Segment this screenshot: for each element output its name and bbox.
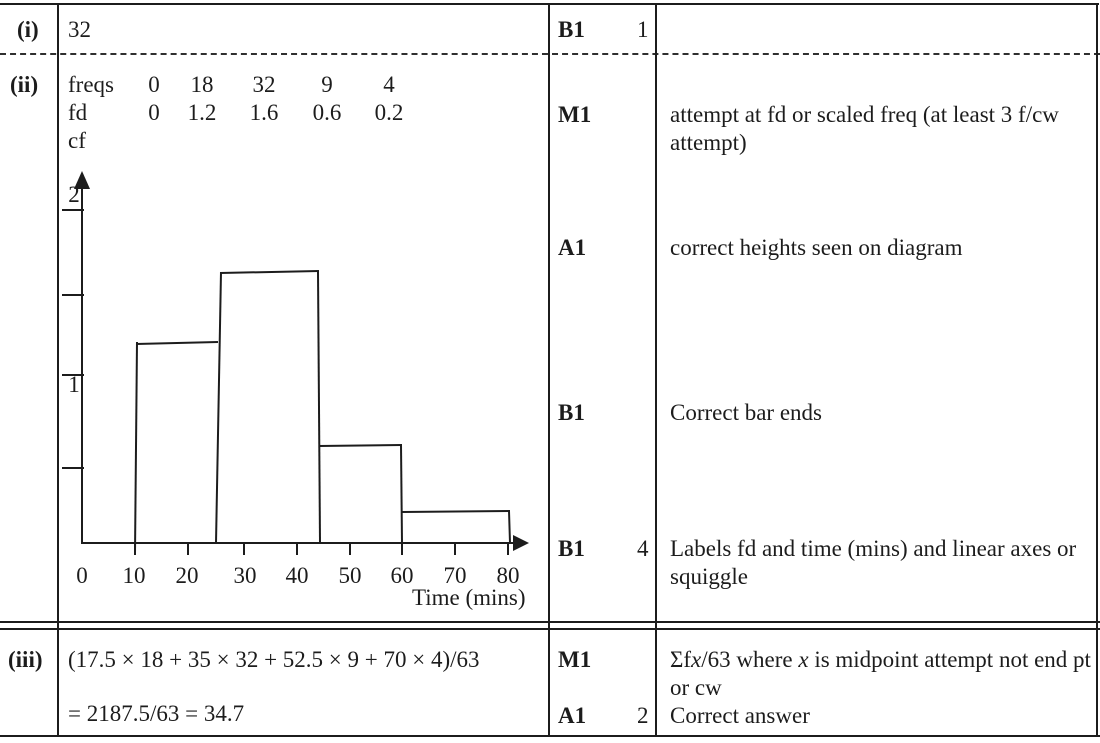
freq-value: 9 xyxy=(321,72,333,97)
column-divider-marks xyxy=(548,3,550,737)
mark-code-ii-m1: M1 xyxy=(558,102,592,127)
fd-row-label: fd xyxy=(68,100,88,125)
y-axis-arrow-icon xyxy=(74,171,90,189)
freq-value: 18 xyxy=(190,72,214,97)
fd-value: 0 xyxy=(148,100,160,125)
mark-comment-ii-b1a: Correct bar ends xyxy=(670,400,822,425)
part-label-i: (i) xyxy=(17,17,39,42)
mark-code-i: B1 xyxy=(558,17,585,42)
answer-iii-line2: = 2187.5/63 = 34.7 xyxy=(68,701,245,726)
mark-code-ii-b1a: B1 xyxy=(558,400,585,425)
sigma-fx-text: Σf xyxy=(670,647,692,672)
row-divider-dashed xyxy=(0,53,1100,55)
comment-text: is midpoint attempt not end pt or cw xyxy=(670,647,1091,700)
y-tick-label-2: 2 xyxy=(68,182,80,207)
italic-x: x xyxy=(691,647,702,672)
mark-code-ii-b1b: B1 xyxy=(558,536,585,561)
mark-total-ii: 4 xyxy=(637,536,649,561)
fd-value: 0.2 xyxy=(374,100,404,125)
x-tick-label: 80 xyxy=(496,563,520,588)
part-label-iii: (iii) xyxy=(8,647,43,672)
x-axis-title: Time (mins) xyxy=(412,585,526,610)
answer-iii-line1: (17.5 × 18 + 35 × 32 + 52.5 × 9 + 70 × 4… xyxy=(68,647,480,672)
mark-comment-ii-m1: attempt at fd or scaled freq (at least 3… xyxy=(670,102,1059,155)
table-border-bottom xyxy=(0,735,1100,737)
column-divider-comments xyxy=(655,3,657,737)
mark-code-ii-a1: A1 xyxy=(558,235,587,260)
histogram xyxy=(62,171,529,555)
x-tick-label: 50 xyxy=(338,563,362,588)
mark-code-iii-m1: M1 xyxy=(558,647,592,672)
mark-comment-ii-b1b: Labels fd and time (mins) and linear axe… xyxy=(670,536,1077,589)
y-tick-label-1: 1 xyxy=(68,372,80,397)
row-divider-double xyxy=(0,621,1100,630)
fd-value: 0.6 xyxy=(312,100,342,125)
answer-i: 32 xyxy=(68,17,91,42)
cf-row-label: cf xyxy=(68,128,86,153)
x-axis-arrow-icon xyxy=(513,535,529,551)
comment-text: /63 where xyxy=(701,647,799,672)
column-divider-part xyxy=(57,3,59,737)
mark-code-iii-a1: A1 xyxy=(558,703,587,728)
freq-row-label: freqs xyxy=(68,72,114,97)
x-tick-label: 60 xyxy=(390,563,414,588)
freq-value: 32 xyxy=(252,72,276,97)
fd-value: 1.6 xyxy=(249,100,279,125)
mark-total-iii: 2 xyxy=(637,703,649,728)
italic-x: x xyxy=(798,647,809,672)
x-tick-label: 0 xyxy=(76,563,88,588)
part-label-ii: (ii) xyxy=(10,72,39,97)
x-tick-label: 20 xyxy=(175,563,199,588)
mark-comment-iii-m1: Σfx/63 where x is midpoint attempt not e… xyxy=(670,646,1095,702)
x-tick-label: 70 xyxy=(443,563,467,588)
fd-value: 1.2 xyxy=(187,100,217,125)
mark-comment-iii-a1: Correct answer xyxy=(670,703,810,728)
freq-value: 4 xyxy=(383,72,395,97)
mark-comment-ii-a1: correct heights seen on diagram xyxy=(670,235,963,260)
x-tick-label: 30 xyxy=(233,563,257,588)
x-tick-label: 10 xyxy=(122,563,146,588)
x-tick-label: 40 xyxy=(285,563,309,588)
freq-value: 0 xyxy=(148,72,160,97)
mark-total-i: 1 xyxy=(637,17,649,42)
table-border-right xyxy=(1096,3,1098,737)
